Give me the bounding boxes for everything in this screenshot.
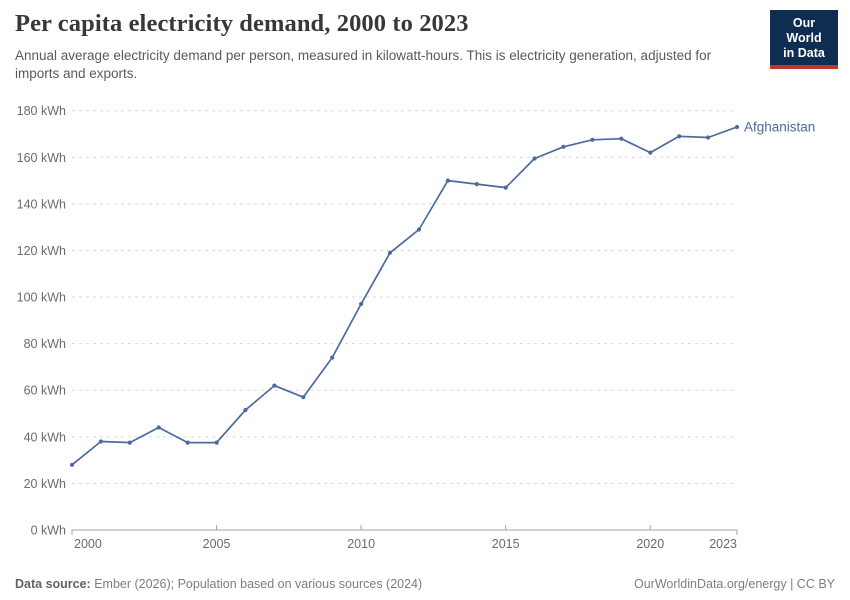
data-point: [214, 440, 219, 445]
owid-logo-line1: Our World: [786, 16, 822, 45]
x-axis-label: 2023: [709, 537, 737, 551]
data-source: Data source: Ember (2026); Population ba…: [15, 577, 422, 591]
y-axis-label: 120 kWh: [17, 244, 66, 258]
x-axis-label: 2015: [492, 537, 520, 551]
data-point: [590, 137, 595, 142]
chart-header: Per capita electricity demand, 2000 to 2…: [15, 10, 755, 83]
y-axis-label: 180 kWh: [17, 104, 66, 118]
data-point: [127, 440, 132, 445]
x-axis-label: 2000: [74, 537, 102, 551]
data-point: [561, 144, 566, 149]
data-point: [416, 227, 422, 232]
y-axis-label: 0 kWh: [31, 524, 66, 538]
x-axis-label: 2005: [203, 537, 231, 551]
data-point: [98, 439, 103, 444]
y-axis-label: 20 kWh: [24, 477, 66, 491]
data-point: [185, 440, 190, 445]
data-point: [503, 185, 508, 190]
series-end-label: Afghanistan: [744, 120, 815, 135]
y-axis-label: 40 kWh: [24, 430, 66, 444]
data-point: [445, 178, 450, 183]
x-axis-line: [71, 529, 738, 535]
y-axis-label: 160 kWh: [17, 151, 66, 165]
data-point: [69, 462, 75, 467]
data-point: [156, 425, 161, 430]
data-point: [648, 150, 653, 155]
y-axis-label: 140 kWh: [17, 197, 66, 211]
owid-logo[interactable]: Our World in Data: [770, 10, 838, 70]
data-point: [532, 156, 537, 161]
data-point: [301, 395, 306, 400]
chart-footer: Data source: Ember (2026); Population ba…: [15, 577, 835, 591]
data-source-text: Ember (2026); Population based on variou…: [90, 577, 423, 591]
data-point: [359, 301, 364, 307]
y-axis-label: 60 kWh: [24, 384, 66, 398]
page-title: Per capita electricity demand, 2000 to 2…: [15, 10, 469, 37]
y-axis-label: 100 kWh: [17, 291, 66, 305]
data-point: [677, 134, 682, 139]
owid-logo-line2: in Data: [783, 45, 825, 60]
data-point: [243, 407, 248, 413]
x-axis-label: 2010: [347, 537, 375, 551]
data-point: [387, 250, 393, 255]
y-axis-label: 80 kWh: [24, 337, 66, 351]
x-axis-label: 2020: [636, 537, 664, 551]
data-line: [71, 126, 738, 466]
data-point: [272, 383, 277, 388]
data-point: [619, 136, 624, 141]
data-point: [330, 355, 335, 360]
data-source-label: Data source:: [15, 577, 91, 591]
chart-subtitle: Annual average electricity demand per pe…: [15, 48, 712, 81]
data-point: [474, 182, 479, 187]
data-point: [734, 124, 740, 130]
data-point: [706, 135, 711, 140]
credit-link[interactable]: OurWorldinData.org/energy | CC BY: [633, 577, 835, 591]
